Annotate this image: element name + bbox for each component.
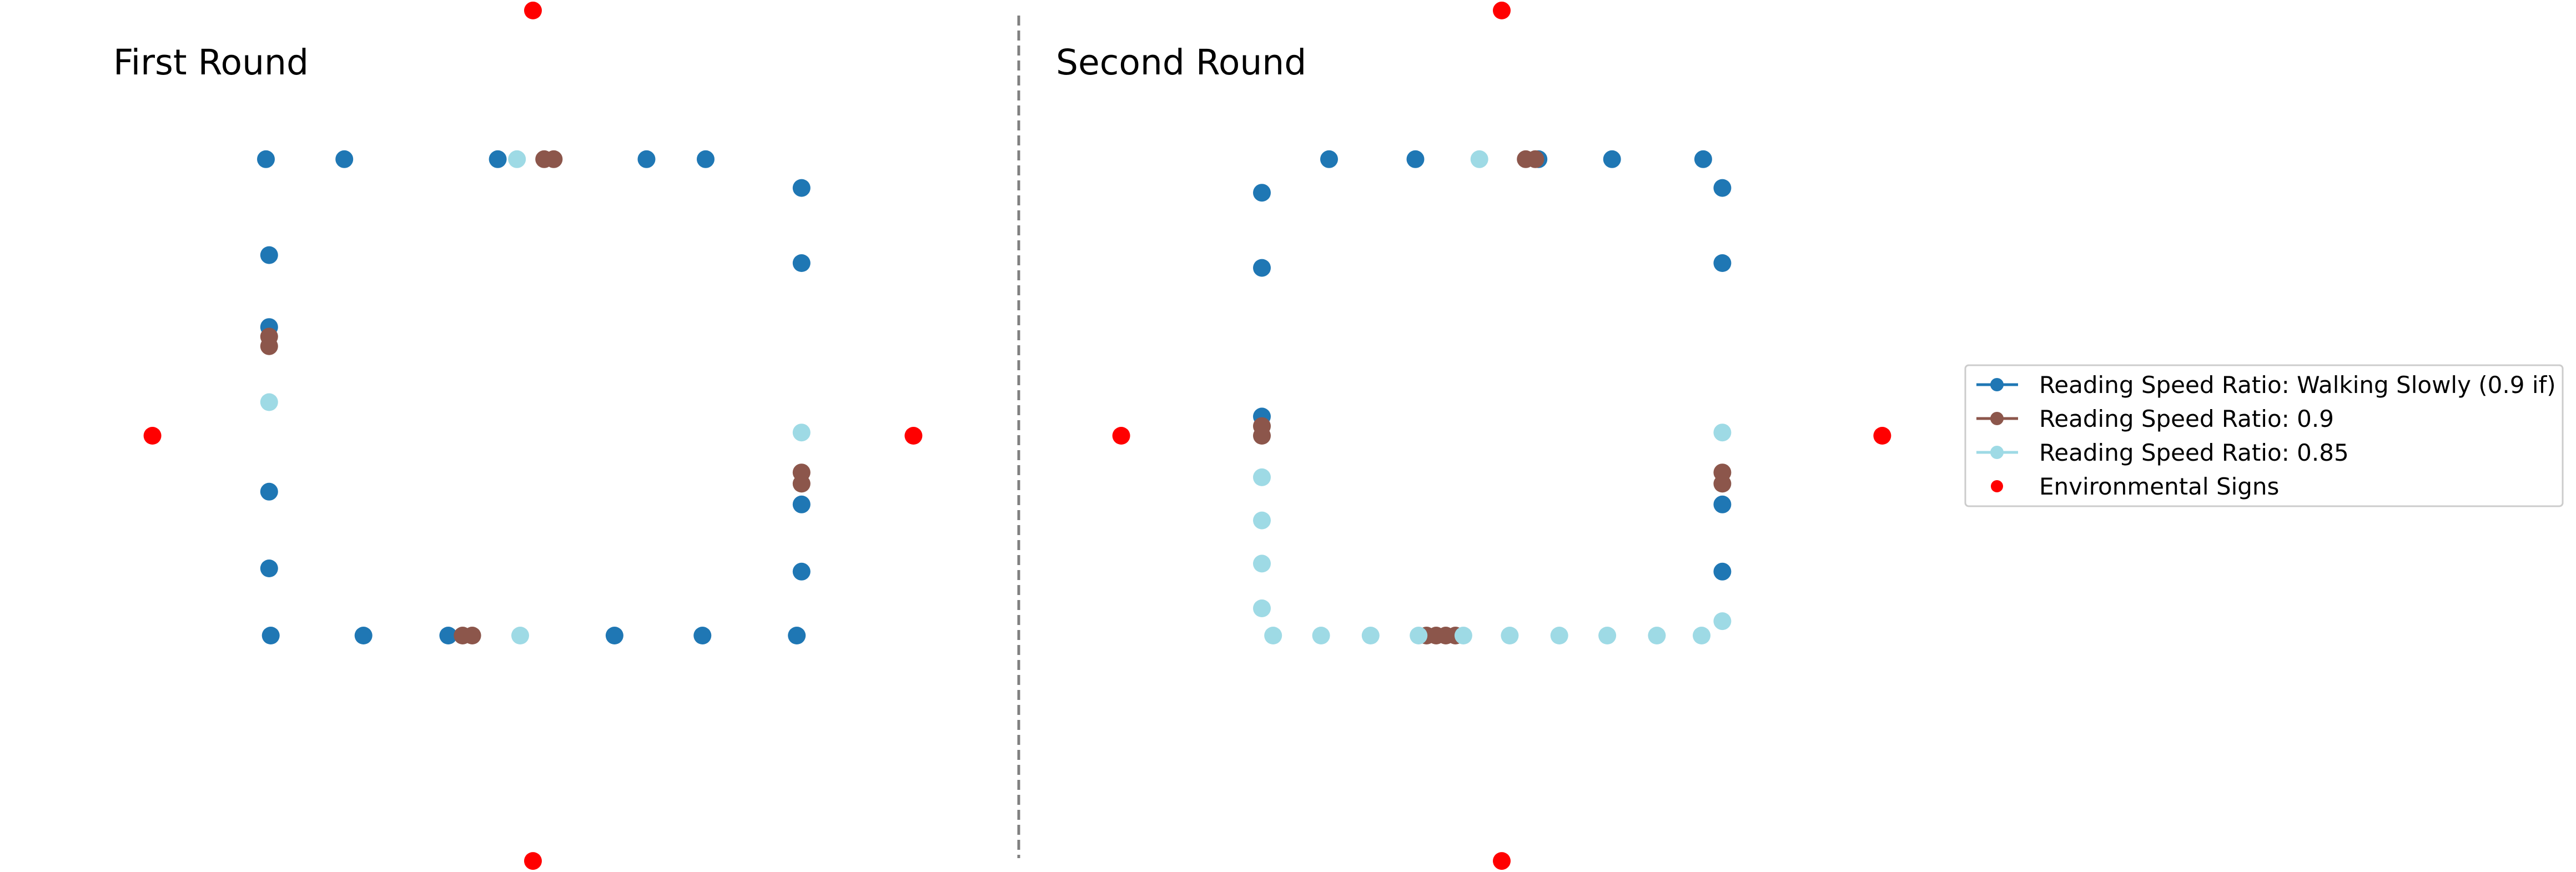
- data-point: [693, 627, 712, 644]
- series-group: [260, 150, 811, 644]
- data-point: [261, 627, 280, 644]
- legend-marker: [1990, 412, 2004, 425]
- data-point: [1312, 627, 1330, 644]
- data-point: [1493, 1, 1511, 19]
- data-point: [1253, 599, 1271, 617]
- data-point: [605, 627, 623, 644]
- legend-label: Reading Speed Ratio: 0.9: [2039, 405, 2334, 432]
- data-point: [524, 1, 542, 19]
- data-point: [1470, 150, 1488, 168]
- data-point: [1713, 475, 1732, 493]
- series-group: [260, 150, 811, 644]
- data-point: [257, 150, 275, 168]
- data-point: [1253, 259, 1271, 277]
- data-point: [1603, 150, 1621, 168]
- series-group: [257, 150, 811, 644]
- data-point: [1713, 562, 1732, 581]
- data-point: [792, 179, 811, 197]
- legend-label: Reading Speed Ratio: Walking Slowly (0.9…: [2039, 371, 2556, 399]
- legend-entry: Reading Speed Ratio: 0.9: [1976, 405, 2334, 432]
- data-point: [1253, 427, 1271, 445]
- data-point: [260, 393, 278, 411]
- data-point: [1550, 627, 1568, 644]
- chart-panel-1: First Round: [113, 1, 923, 870]
- data-point: [511, 627, 529, 644]
- data-point: [792, 424, 811, 442]
- data-point: [508, 150, 526, 168]
- data-point: [1713, 424, 1732, 442]
- data-point: [1253, 555, 1271, 573]
- legend: Reading Speed Ratio: Walking Slowly (0.9…: [1964, 364, 2564, 507]
- data-point: [545, 150, 563, 168]
- legend-marker: [1991, 480, 2003, 492]
- data-point: [1454, 627, 1472, 644]
- legend-label: Reading Speed Ratio: 0.85: [2039, 439, 2349, 466]
- legend-entry: Environmental Signs: [1991, 473, 2279, 500]
- data-point: [524, 852, 542, 870]
- data-point: [1501, 627, 1519, 644]
- panel-title: First Round: [113, 42, 309, 83]
- legend-entries: Reading Speed Ratio: Walking Slowly (0.9…: [1976, 371, 2556, 500]
- series-group: [143, 1, 923, 870]
- data-point: [1598, 627, 1617, 644]
- legend-marker: [1990, 446, 2004, 459]
- data-point: [1410, 627, 1428, 644]
- data-point: [489, 150, 507, 168]
- data-point: [1253, 184, 1271, 202]
- data-point: [1253, 511, 1271, 530]
- data-point: [1713, 179, 1732, 197]
- legend-label: Environmental Signs: [2039, 473, 2279, 500]
- data-point: [1694, 150, 1712, 168]
- panel-title: Second Round: [1056, 42, 1306, 83]
- data-point: [1693, 627, 1710, 644]
- data-point: [1873, 427, 1891, 445]
- legend-entry: Reading Speed Ratio: Walking Slowly (0.9…: [1976, 371, 2556, 399]
- data-point: [260, 246, 278, 264]
- data-point: [1361, 627, 1380, 644]
- series-group: [1253, 150, 1732, 581]
- legend-marker: [1990, 378, 2004, 391]
- data-point: [1493, 852, 1511, 870]
- data-point: [1264, 627, 1282, 644]
- data-point: [463, 627, 481, 644]
- data-point: [260, 337, 278, 355]
- data-point: [1713, 495, 1732, 513]
- data-point: [354, 627, 373, 644]
- data-point: [788, 627, 806, 644]
- data-point: [1406, 150, 1425, 168]
- series-group: [1112, 1, 1891, 870]
- data-point: [1526, 150, 1544, 168]
- data-point: [637, 150, 656, 168]
- data-point: [904, 427, 923, 445]
- data-point: [260, 482, 278, 501]
- data-point: [792, 254, 811, 272]
- data-point: [792, 495, 811, 513]
- data-point: [792, 475, 811, 493]
- data-point: [335, 150, 354, 168]
- data-point: [1112, 427, 1130, 445]
- data-point: [697, 150, 715, 168]
- data-point: [792, 562, 811, 581]
- data-point: [1713, 612, 1732, 631]
- legend-entry: Reading Speed Ratio: 0.85: [1976, 439, 2349, 466]
- series-group: [1253, 150, 1732, 644]
- data-point: [1648, 627, 1666, 644]
- data-point: [439, 627, 457, 644]
- data-point: [260, 560, 278, 577]
- data-point: [1713, 254, 1732, 272]
- panels: First Round Second Round: [113, 1, 1891, 870]
- chart-panel-2: Second Round: [1056, 1, 1891, 870]
- data-point: [1253, 468, 1271, 486]
- legend-frame: [1964, 364, 2564, 507]
- data-point: [143, 427, 162, 445]
- data-point: [1320, 150, 1338, 168]
